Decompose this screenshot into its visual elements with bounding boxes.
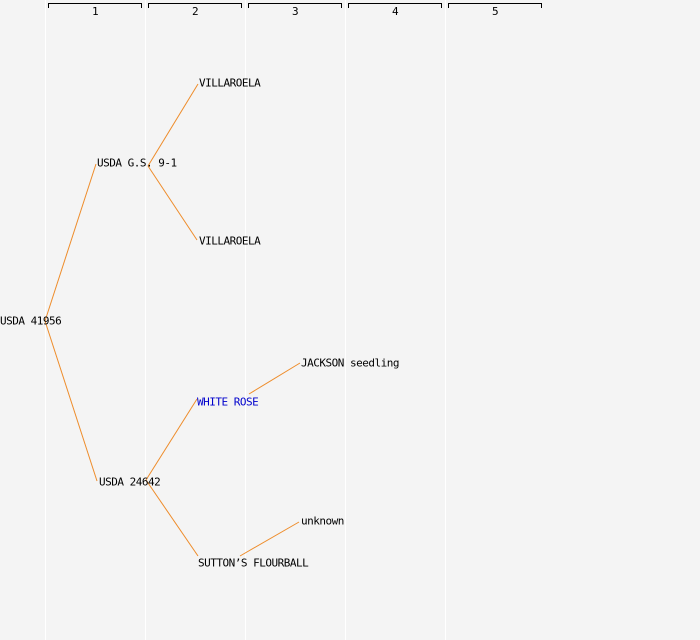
pedigree-node-unknown[interactable]: unknown bbox=[301, 514, 344, 528]
pedigree-node-usda-gs-9-1[interactable]: USDA G.S. 9-1 bbox=[97, 156, 177, 170]
pedigree-edge-usda-gs-9-1-to-villaroela-bottom bbox=[147, 165, 198, 241]
pedigree-node-jackson-seedling[interactable]: JACKSON seedling bbox=[301, 356, 399, 370]
pedigree-edge-usda-gs-9-1-to-villaroela-top bbox=[147, 83, 199, 167]
generation-bracket-4: 4 bbox=[348, 3, 442, 18]
pedigree-node-usda-41956[interactable]: USDA 41956 bbox=[0, 314, 62, 328]
generation-bracket-3: 3 bbox=[248, 3, 342, 18]
pedigree-node-villaroela-top[interactable]: VILLAROELA bbox=[199, 76, 261, 90]
generation-gridline bbox=[345, 0, 346, 640]
generation-number: 5 bbox=[491, 5, 499, 18]
pedigree-edge-usda-24642-to-white-rose bbox=[145, 398, 198, 481]
pedigree-edge-white-rose-to-jackson-seedling bbox=[248, 362, 301, 395]
generation-number: 3 bbox=[291, 5, 299, 18]
generation-number: 2 bbox=[191, 5, 199, 18]
generation-bracket-2: 2 bbox=[148, 3, 242, 18]
generation-gridline bbox=[445, 0, 446, 640]
pedigree-edge-suttons-flourball-to-unknown bbox=[239, 521, 300, 557]
pedigree-node-suttons-flourball[interactable]: SUTTON’S FLOURBALL bbox=[198, 556, 309, 570]
generation-gridline bbox=[245, 0, 246, 640]
pedigree-node-villaroela-bottom[interactable]: VILLAROELA bbox=[199, 234, 261, 248]
generation-number: 4 bbox=[391, 5, 399, 18]
generation-gridline bbox=[145, 0, 146, 640]
pedigree-edge-usda-41956-to-usda-24642 bbox=[44, 320, 98, 482]
pedigree-node-usda-24642[interactable]: USDA 24642 bbox=[99, 475, 161, 489]
pedigree-edge-usda-41956-to-usda-gs-9-1 bbox=[44, 163, 97, 322]
generation-number: 1 bbox=[91, 5, 99, 18]
pedigree-node-white-rose[interactable]: WHITE ROSE bbox=[197, 395, 259, 409]
generation-bracket-5: 5 bbox=[448, 3, 542, 18]
generation-bracket-1: 1 bbox=[48, 3, 142, 18]
pedigree-edge-usda-24642-to-suttons-flourball bbox=[145, 479, 199, 557]
